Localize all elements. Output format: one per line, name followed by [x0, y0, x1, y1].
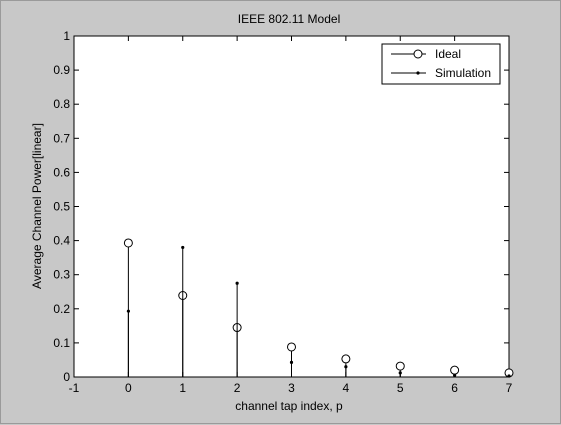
x-tick-label: 0 [125, 381, 132, 395]
y-axis-label: Average Channel Power[linear] [30, 123, 44, 289]
x-tick-label: 4 [343, 381, 350, 395]
stem-series [123, 238, 514, 378]
legend-box [381, 43, 501, 85]
simulation-point [181, 245, 185, 250]
x-tick-label: 7 [506, 381, 513, 395]
x-axis-ticks: -1 0 1 2 3 4 5 6 7 [69, 36, 513, 395]
y-tick-label: 0.3 [53, 268, 70, 282]
chart-title: IEEE 802.11 Model [238, 12, 341, 26]
x-tick-label: 3 [288, 381, 295, 395]
legend-ideal-marker [413, 49, 423, 59]
legend-ideal-label: Ideal [435, 47, 461, 61]
simulation-point [235, 281, 239, 285]
legend-simulation-label: Simulation [435, 66, 491, 80]
x-tick-label: 5 [397, 381, 404, 395]
y-tick-label: 0.9 [53, 63, 70, 77]
y-tick-label: 0.1 [53, 336, 70, 350]
x-axis-label: channel tap index, p [235, 399, 343, 413]
simulation-point [289, 360, 294, 364]
x-tick-label: 6 [451, 381, 458, 395]
legend: Ideal Simulation [381, 43, 501, 85]
y-tick-label: 1 [63, 29, 70, 43]
y-tick-label: 0.5 [53, 200, 70, 214]
simulation-point [453, 373, 457, 377]
simulation-point [507, 374, 511, 378]
x-tick-label: -1 [69, 381, 80, 395]
ideal-point [123, 238, 133, 248]
y-tick-label: 0.2 [53, 302, 70, 316]
ideal-point [287, 342, 296, 352]
simulation-point [398, 371, 402, 375]
plot-area [73, 35, 510, 378]
y-axis-ticks: 0 0.1 0.2 0.3 0.4 0.5 0.6 0.7 0.8 0.9 1 [53, 29, 509, 384]
simulation-point [126, 309, 130, 313]
y-tick-label: 0 [63, 370, 70, 384]
ideal-point [395, 361, 405, 371]
ideal-point [341, 354, 351, 364]
legend-simulation-marker [416, 71, 420, 75]
y-tick-label: 0.4 [53, 234, 70, 248]
y-tick-label: 0.6 [53, 165, 70, 179]
y-tick-label: 0.7 [53, 131, 70, 145]
simulation-point [344, 365, 348, 369]
x-tick-label: 1 [179, 381, 186, 395]
ideal-point [450, 365, 460, 375]
y-tick-label: 0.8 [53, 97, 70, 111]
x-tick-label: 2 [234, 381, 241, 395]
